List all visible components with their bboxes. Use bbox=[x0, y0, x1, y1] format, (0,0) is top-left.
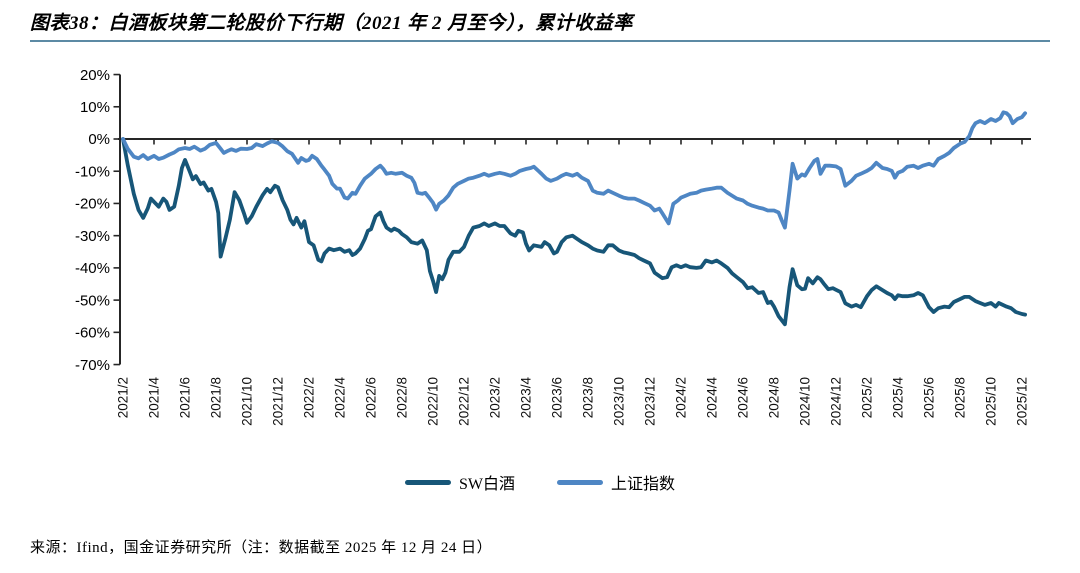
legend-item-shanghai-composite: 上证指数 bbox=[557, 470, 675, 494]
x-tick-label: 2023/8 bbox=[581, 377, 596, 418]
x-tick-label: 2024/8 bbox=[767, 377, 782, 418]
y-tick-label: -30% bbox=[75, 228, 110, 245]
legend-label-shanghai-composite: 上证指数 bbox=[611, 476, 676, 493]
x-tick-label: 2022/6 bbox=[364, 377, 379, 418]
y-tick-label: 10% bbox=[80, 99, 110, 116]
source-note: 来源：Ifind，国金证券研究所（注：数据截至 2025 年 12 月 24 日… bbox=[30, 540, 493, 556]
x-tick-label: 2025/6 bbox=[922, 377, 937, 418]
x-tick-label: 2024/2 bbox=[674, 377, 689, 418]
x-tick-label: 2025/8 bbox=[953, 377, 968, 418]
x-tick-label: 2021/8 bbox=[209, 377, 224, 418]
x-tick-label: 2022/2 bbox=[302, 377, 317, 418]
legend-item-sw-baijiu: SW白酒 bbox=[404, 470, 515, 494]
x-tick-label: 2023/2 bbox=[488, 377, 503, 418]
x-tick-label: 2021/6 bbox=[178, 377, 193, 418]
x-tick-label: 2025/4 bbox=[891, 377, 906, 419]
y-tick-label: -20% bbox=[75, 196, 110, 213]
x-tick-label: 2024/10 bbox=[798, 377, 813, 426]
x-tick-label: 2021/4 bbox=[147, 377, 162, 419]
x-tick-label: 2025/12 bbox=[1015, 377, 1030, 426]
x-tick-label: 2024/6 bbox=[736, 377, 751, 418]
x-tick-label: 2023/4 bbox=[519, 377, 534, 419]
x-tick-label: 2021/12 bbox=[271, 377, 286, 426]
x-tick-label: 2022/8 bbox=[395, 377, 410, 418]
x-tick-label: 2021/2 bbox=[116, 377, 131, 418]
x-tick-label: 2023/6 bbox=[550, 377, 565, 418]
x-tick-label: 2024/12 bbox=[829, 377, 844, 426]
page-title: 图表38：白酒板块第二轮股价下行期（2021 年 2 月至今），累计收益率 bbox=[30, 13, 633, 34]
y-tick-label: -10% bbox=[75, 163, 110, 180]
legend-label-sw-baijiu: SW白酒 bbox=[458, 476, 515, 493]
x-tick-label: 2025/2 bbox=[860, 377, 875, 418]
y-tick-label: -40% bbox=[75, 260, 110, 277]
x-tick-label: 2022/12 bbox=[457, 377, 472, 426]
series-line-sw-baijiu bbox=[121, 137, 1027, 327]
y-tick-label: 20% bbox=[80, 67, 110, 84]
y-tick-label: -50% bbox=[75, 292, 110, 309]
series-line-shanghai-composite bbox=[121, 110, 1027, 230]
x-tick-label: 2021/10 bbox=[240, 377, 255, 426]
x-tick-label: 2022/4 bbox=[333, 377, 348, 419]
title-divider bbox=[30, 40, 1050, 42]
y-tick-label: -70% bbox=[75, 357, 110, 374]
x-tick-label: 2025/10 bbox=[984, 377, 999, 426]
chart-legend: SW白酒 上证指数 bbox=[0, 470, 1080, 494]
y-tick-label: -60% bbox=[75, 325, 110, 342]
legend-line-swatch-sw-baijiu bbox=[404, 479, 451, 485]
x-tick-label: 2022/10 bbox=[426, 377, 441, 426]
x-tick-label: 2024/4 bbox=[705, 377, 720, 419]
x-tick-label: 2023/12 bbox=[643, 377, 658, 426]
y-tick-label: 0% bbox=[88, 131, 110, 148]
x-tick-label: 2023/10 bbox=[612, 377, 627, 426]
legend-line-swatch-shanghai-composite bbox=[557, 479, 603, 485]
